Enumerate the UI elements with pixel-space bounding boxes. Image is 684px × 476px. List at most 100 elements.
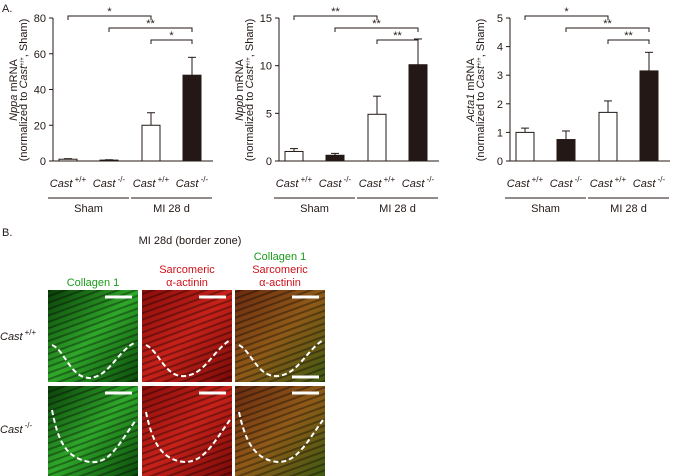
micrographs	[48, 290, 325, 476]
x-tick-label: Cast -/-	[550, 175, 583, 190]
text-part: +/+	[246, 57, 252, 66]
significance-label: *	[564, 6, 569, 18]
panel-label: B.	[2, 227, 12, 239]
text-part: (normalized to	[18, 89, 30, 162]
panel-b-title: MI 28d (border zone)	[139, 235, 242, 247]
x-tick-label: Cast +/+	[590, 175, 627, 190]
text-part: (normalized to	[244, 89, 256, 162]
column-header: Collagen 1	[67, 277, 120, 289]
scale-bar	[105, 295, 319, 395]
significance-label: *	[107, 6, 112, 18]
text-part: , Sham)	[475, 19, 487, 58]
y-tick-label: 5	[266, 108, 272, 120]
bar	[556, 139, 576, 162]
x-tick-label: Cast -/-	[633, 175, 666, 190]
column-header: α-actinin	[259, 277, 301, 289]
text-part: Acta1	[465, 94, 477, 123]
text-part: +/+	[25, 328, 37, 337]
significance-bracket	[108, 27, 193, 32]
significance-bracket	[67, 15, 152, 20]
y-tick-label: 2	[497, 99, 503, 111]
y-tick-label: 20	[34, 120, 46, 132]
row-label: Cast -/-	[0, 421, 33, 436]
text-part: mRNA	[465, 58, 477, 91]
bar	[639, 70, 659, 162]
bar	[515, 131, 535, 162]
row-label: Cast +/+	[0, 328, 37, 343]
x-tick-label: Cast -/-	[176, 175, 209, 190]
significance-label: **	[603, 18, 612, 30]
text-part: Nppb	[234, 95, 246, 121]
text-part: (normalized to	[475, 89, 487, 162]
y-tick-label: 5	[497, 13, 503, 25]
bar	[58, 158, 78, 162]
text-part: Cast	[0, 424, 24, 436]
significance-label: **	[393, 30, 402, 42]
x-tick-label: Cast +/+	[507, 175, 544, 190]
group-label: MI 28 d	[610, 203, 647, 215]
y-tick-label: 80	[34, 13, 46, 25]
text-part: Cast	[244, 65, 256, 89]
y-axis-label: (normalized to Cast+/+, Sham)	[244, 19, 256, 162]
bar	[598, 111, 618, 162]
y-axis-label: Nppa mRNA	[8, 58, 20, 120]
y-axis-label: (normalized to Cast+/+, Sham)	[18, 19, 30, 162]
text-part: Cast	[0, 331, 24, 343]
y-tick-label: 0	[497, 156, 503, 168]
text-part: mRNA	[8, 58, 20, 91]
column-header: Sarcomeric	[159, 264, 215, 276]
x-tick-label: Cast +/+	[50, 175, 87, 190]
x-tick-label: Cast -/-	[319, 175, 352, 190]
y-tick-label: 15	[260, 13, 272, 25]
text-part: , Sham)	[18, 19, 30, 58]
significance-bracket	[334, 27, 419, 32]
panel-label: A.	[2, 3, 12, 15]
y-tick-label: 0	[266, 156, 272, 168]
text-part: Cast	[475, 65, 487, 89]
bar	[325, 154, 345, 162]
significance-bracket	[293, 15, 378, 20]
significance-bracket	[565, 27, 650, 32]
bar	[141, 124, 161, 162]
y-tick-label: 1	[497, 127, 503, 139]
significance-bracket	[607, 39, 650, 44]
y-tick-label: 0	[40, 156, 46, 168]
x-tick-label: Cast +/+	[133, 175, 170, 190]
bar	[182, 74, 202, 162]
text-part: +/+	[20, 57, 26, 66]
y-tick-label: 4	[497, 42, 503, 54]
column-header: α-actinin	[166, 277, 208, 289]
y-tick-label: 60	[34, 49, 46, 61]
text-part: +/+	[477, 57, 483, 66]
bar	[99, 159, 119, 162]
group-label: Sham	[300, 203, 329, 215]
group-label: Sham	[531, 203, 560, 215]
significance-bracket	[376, 39, 419, 44]
y-tick-label: 40	[34, 85, 46, 97]
significance-label: **	[146, 18, 155, 30]
y-axis-label: (normalized to Cast+/+, Sham)	[475, 19, 487, 162]
significance-label: **	[331, 6, 340, 18]
group-label: Sham	[74, 203, 103, 215]
group-label: MI 28 d	[153, 203, 190, 215]
bar	[367, 113, 387, 162]
bar	[408, 64, 428, 162]
significance-label: *	[169, 30, 174, 42]
y-axis-label: Acta1 mRNA	[465, 58, 477, 123]
group-label: MI 28 d	[379, 203, 416, 215]
x-tick-label: Cast +/+	[276, 175, 313, 190]
x-tick-label: Cast +/+	[359, 175, 396, 190]
y-axis-label: Nppb mRNA	[234, 58, 246, 120]
column-header: Sarcomeric	[252, 264, 308, 276]
y-tick-label: 3	[497, 70, 503, 82]
column-header: Collagen 1	[254, 251, 307, 263]
x-tick-label: Cast -/-	[402, 175, 435, 190]
significance-bracket	[524, 15, 609, 20]
text-part: Nppa	[8, 95, 20, 121]
significance-label: **	[624, 30, 633, 42]
y-tick-label: 10	[260, 61, 272, 73]
x-tick-label: Cast -/-	[93, 175, 126, 190]
text-part: Cast	[18, 65, 30, 89]
significance-bracket	[150, 39, 193, 44]
